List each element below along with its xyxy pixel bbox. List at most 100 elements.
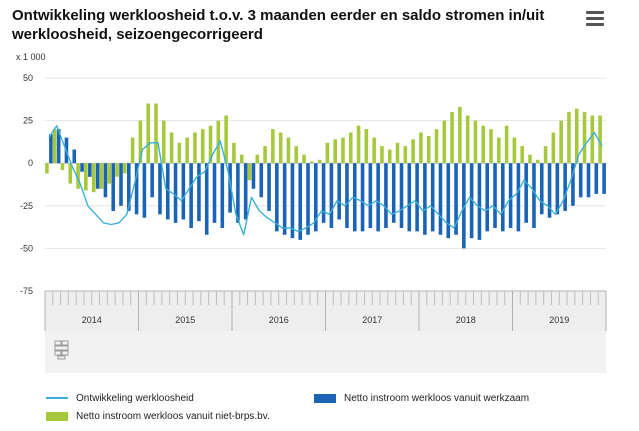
bar-niet-brps [154,103,158,164]
bar-niet-brps [426,135,431,164]
bar-werkzaam [321,163,326,223]
bar-werkzaam [314,163,318,232]
bar-werkzaam [251,163,256,189]
bar-werkzaam [345,163,349,228]
x-year-label: 2014 [82,315,102,325]
bar-niet-brps [411,139,415,164]
bar-niet-brps [278,132,283,164]
line-series [48,124,603,236]
bar-niet-brps [161,120,166,164]
bar-niet-brps [294,146,299,164]
bar-niet-brps [598,115,602,164]
bar-niet-brps [193,132,197,164]
bar-werkzaam [547,163,552,218]
bar-niet-brps [582,112,587,164]
bar-werkzaam [578,163,583,198]
cbs-logo-icon [54,340,69,360]
bar-niet-brps [138,120,143,164]
logo-block [54,350,62,356]
bar-niet-brps [574,108,579,164]
bar-niet-brps [317,159,322,164]
bar-niet-brps [465,115,470,164]
bar-werkzaam [539,163,544,215]
bar-werkzaam [376,163,380,232]
bar-werkzaam [243,163,248,220]
bar-niet-brps [52,129,57,164]
bar-niet-brps [403,146,408,164]
bar-werkzaam [306,163,310,235]
bar-niet-brps [450,112,454,164]
bar-niet-brps [535,159,540,164]
bar-niet-brps [333,139,337,164]
x-axis-band-bottom [45,331,606,373]
logo-block [57,355,66,360]
bar-werkzaam [407,163,412,232]
bar-niet-brps [458,106,462,164]
bar-niet-brps [130,137,135,164]
bar-niet-brps [520,146,524,164]
bar-werkzaam [80,163,84,172]
bar-werkzaam [204,163,209,235]
bar-niet-brps [395,142,400,164]
bars [45,103,606,249]
bar-niet-brps [239,154,244,164]
y-tick-labels: 50 25 0 -25 -50 -75 [20,73,33,296]
x-year-label: 2018 [456,315,476,325]
bar-werkzaam [165,163,170,220]
bar-niet-brps [99,163,104,189]
bar-niet-brps [185,137,189,164]
bar-werkzaam [134,163,139,215]
bar-niet-brps [286,137,291,164]
bar-werkzaam [103,163,108,198]
bar-werkzaam [516,163,521,232]
y-unit-label: x 1 000 [16,52,46,62]
bar-werkzaam [56,129,61,164]
bar-werkzaam [228,163,232,213]
bar-werkzaam [493,163,497,228]
bar-niet-brps [302,154,306,164]
bar-niet-brps [590,115,595,164]
bar-werkzaam [446,163,451,239]
bar-werkzaam [158,163,162,215]
bar-werkzaam [555,163,560,215]
bar-niet-brps [434,129,439,164]
bar-werkzaam [391,163,396,223]
bar-werkzaam [462,163,466,249]
bar-niet-brps [364,129,369,164]
bar-werkzaam [220,163,225,228]
logo-block [61,350,69,356]
bar-niet-brps [263,146,267,164]
bar-werkzaam [586,163,591,198]
bar-werkzaam [197,163,201,222]
bar-werkzaam [360,163,365,232]
bar-werkzaam [329,163,334,228]
bar-werkzaam [415,163,419,232]
x-year-label: 2016 [269,315,289,325]
bar-niet-brps [528,154,532,164]
bar-werkzaam [430,163,435,232]
bar-werkzaam [181,163,186,220]
y-tick-label: -50 [20,243,33,253]
bar-werkzaam [563,163,567,211]
logo-block [54,340,62,346]
bar-niet-brps [107,163,112,184]
bar-niet-brps [567,112,571,164]
bar-niet-brps [473,120,478,164]
logo-block [61,340,69,346]
bar-werkzaam [127,163,131,211]
bar-niet-brps [310,161,314,164]
bar-niet-brps [380,146,384,164]
hamburger-menu-icon[interactable] [586,11,604,27]
bar-werkzaam [298,163,303,240]
bar-niet-brps [387,149,392,164]
bar-werkzaam [236,163,240,223]
bar-niet-brps [208,125,213,164]
bar-werkzaam [423,163,427,235]
x-year-labels: 2014 2015 2016 2017 2018 2019 [82,315,570,325]
bar-werkzaam [72,149,77,164]
bar-niet-brps [224,115,228,164]
bar-werkzaam [259,163,264,198]
bar-niet-brps [216,120,221,164]
chart-title: Ontwikkeling werkloosheid t.o.v. 3 maand… [12,7,545,43]
